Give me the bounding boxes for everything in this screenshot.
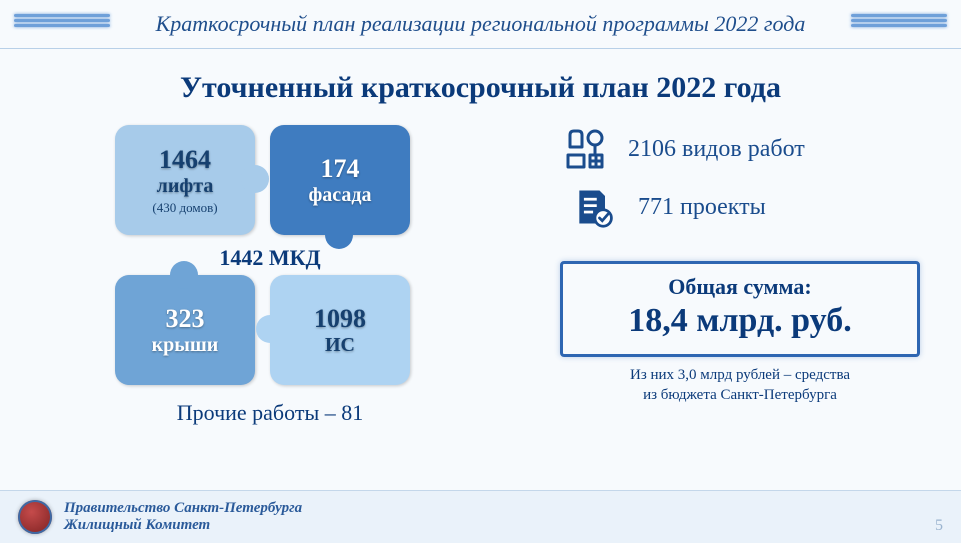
total-label: Общая сумма: — [581, 274, 899, 300]
puzzle-label: крыши — [152, 334, 219, 357]
footer-emblem-icon — [18, 500, 52, 534]
puzzle-piece-roofs: 323 крыши — [115, 275, 255, 385]
header-title: Краткосрочный план реализации региональн… — [156, 11, 806, 37]
total-note-line2: из бюджета Санкт-Петербурга — [643, 387, 837, 403]
puzzle-knob — [256, 315, 284, 343]
header-rail-left — [14, 14, 110, 28]
puzzle-value: 1464 — [159, 145, 211, 175]
puzzle-subnote: (430 домов) — [152, 200, 217, 216]
document-check-icon — [570, 183, 618, 231]
puzzle-group: 1464 лифта (430 домов) 174 фасада 323 кр… — [115, 125, 425, 425]
footer-text: Правительство Санкт-Петербурга Жилищный … — [64, 500, 302, 535]
stat-row-works: 2106 видов работ — [560, 125, 920, 173]
puzzle-value: 323 — [166, 304, 205, 334]
tools-icon — [560, 125, 608, 173]
stats-column: 2106 видов работ 771 проекты Общая — [560, 125, 920, 406]
page-number: 5 — [935, 517, 943, 535]
footer: Правительство Санкт-Петербурга Жилищный … — [0, 490, 961, 543]
puzzle-label: фасада — [308, 184, 371, 207]
main-title: Уточненный краткосрочный план 2022 года — [0, 71, 961, 105]
puzzle-piece-lifts: 1464 лифта (430 домов) — [115, 125, 255, 235]
total-note: Из них 3,0 млрд рублей – средства из бюд… — [560, 365, 920, 406]
puzzle-value: 1098 — [314, 304, 366, 334]
header-bar: Краткосрочный план реализации региональн… — [0, 0, 961, 49]
total-sum-box: Общая сумма: 18,4 млрд. руб. — [560, 261, 920, 357]
footer-line2: Жилищный Комитет — [64, 517, 210, 533]
stat-works-text: 2106 видов работ — [628, 136, 805, 163]
stat-row-projects: 771 проекты — [560, 183, 920, 231]
puzzle-value: 174 — [321, 154, 360, 184]
puzzle-center-label: 1442 МКД — [115, 245, 425, 271]
other-works-label: Прочие работы – 81 — [115, 400, 425, 426]
header-rail-right — [851, 14, 947, 28]
puzzle-label: лифта — [157, 175, 214, 198]
puzzle-label: ИС — [325, 334, 355, 357]
puzzle-piece-facades: 174 фасада — [270, 125, 410, 235]
content-area: 1464 лифта (430 домов) 174 фасада 323 кр… — [0, 105, 961, 495]
total-value: 18,4 млрд. руб. — [581, 302, 899, 340]
stat-projects-text: 771 проекты — [638, 194, 766, 221]
puzzle-knob — [241, 165, 269, 193]
footer-line1: Правительство Санкт-Петербурга — [64, 500, 302, 516]
total-note-line1: Из них 3,0 млрд рублей – средства — [630, 367, 850, 383]
puzzle-piece-is: 1098 ИС — [270, 275, 410, 385]
